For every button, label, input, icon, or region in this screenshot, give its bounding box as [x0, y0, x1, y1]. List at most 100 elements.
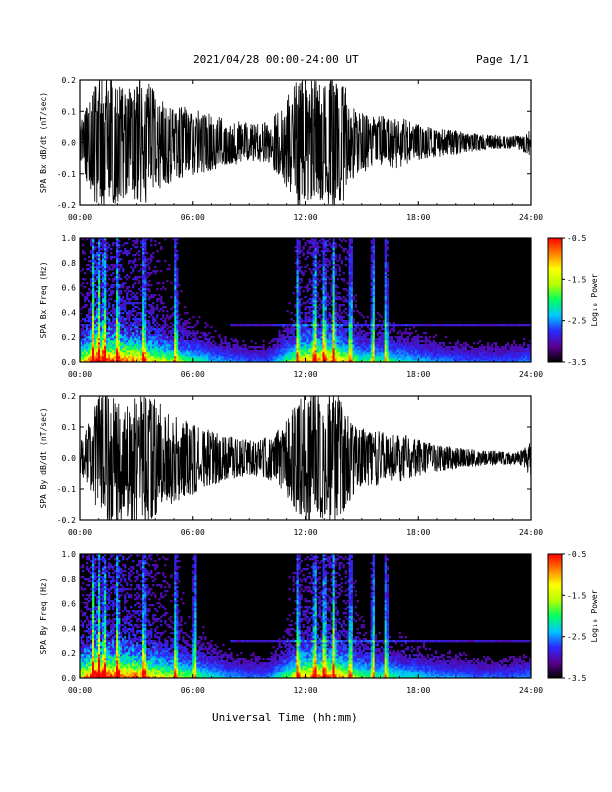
heatmap-cell: [102, 260, 105, 263]
heatmap-cell: [208, 338, 211, 341]
heatmap-cell: [142, 284, 145, 287]
heatmap-cell: [406, 350, 410, 353]
heatmap-cell: [136, 348, 139, 351]
heatmap-cell: [278, 346, 281, 349]
heatmap-cell: [250, 352, 253, 355]
heatmap-cell: [118, 264, 121, 267]
heatmap-cell: [348, 334, 351, 337]
heatmap-cell: [116, 292, 119, 295]
heatmap-cell: [256, 356, 259, 359]
heatmap-cell: [166, 314, 169, 317]
heatmap-cell: [94, 344, 97, 347]
heatmap-cell: [168, 316, 171, 319]
heatmap-cell: [410, 360, 414, 362]
heatmap-cell: [358, 332, 361, 335]
heatmap-cell: [318, 332, 321, 335]
heatmap-cell: [314, 318, 317, 321]
heatmap-cell: [300, 354, 303, 357]
heatmap-cell: [308, 344, 311, 347]
heatmap-cell: [464, 344, 468, 347]
heatmap-cell: [438, 360, 442, 362]
heatmap-cell: [228, 348, 231, 351]
heatmap-cell: [136, 252, 139, 255]
heatmap-cell: [104, 296, 107, 299]
heatmap-cell: [92, 304, 95, 307]
heatmap-cell: [322, 294, 325, 297]
heatmap-cell: [330, 350, 333, 353]
heatmap-cell: [296, 324, 299, 327]
heatmap-cell: [376, 342, 379, 345]
heatmap-cell: [282, 324, 285, 327]
heatmap-cell: [300, 336, 303, 339]
heatmap-cell: [130, 302, 133, 305]
heatmap-cell: [372, 354, 375, 357]
heatmap-cell: [180, 360, 183, 362]
heatmap-cell: [156, 356, 159, 359]
heatmap-cell: [144, 336, 147, 339]
heatmap-cell: [452, 360, 456, 362]
heatmap-cell: [336, 316, 339, 319]
heatmap-cell: [308, 298, 311, 301]
heatmap-cell: [352, 348, 355, 351]
heatmap-cell: [440, 342, 444, 345]
heatmap-cell: [174, 350, 177, 353]
heatmap-cell: [106, 300, 109, 303]
heatmap-cell: [308, 242, 311, 245]
heatmap-cell: [124, 250, 127, 253]
heatmap-cell: [126, 328, 129, 331]
heatmap-cell: [172, 332, 175, 335]
heatmap-cell: [150, 314, 153, 317]
heatmap-cell: [308, 348, 311, 351]
heatmap-cell: [90, 328, 93, 331]
heatmap-cell: [154, 266, 157, 269]
heatmap-cell: [114, 308, 117, 311]
heatmap-cell: [114, 328, 117, 331]
heatmap-cell: [334, 334, 337, 337]
heatmap-cell: [82, 328, 85, 331]
heatmap-cell: [162, 344, 165, 347]
heatmap-cell: [164, 340, 167, 343]
heatmap-cell: [400, 358, 404, 361]
heatmap-cell: [114, 310, 117, 313]
heatmap-cell: [82, 350, 85, 353]
heatmap-cell: [430, 358, 434, 361]
heatmap-cell: [412, 350, 416, 353]
heatmap-cell: [326, 300, 329, 303]
heatmap-cell: [304, 296, 307, 299]
heatmap-cell: [236, 358, 239, 361]
heatmap-cell: [164, 360, 167, 362]
heatmap-cell: [456, 360, 460, 362]
heatmap-cell: [384, 350, 387, 353]
heatmap-cell: [92, 330, 95, 333]
heatmap-cell: [138, 276, 141, 279]
heatmap-cell: [364, 322, 367, 325]
heatmap-cell: [112, 310, 115, 313]
heatmap-cell: [96, 242, 99, 245]
heatmap-cell: [488, 350, 492, 353]
heatmap-cell: [138, 318, 141, 321]
heatmap-cell: [110, 258, 113, 261]
heatmap-cell: [484, 360, 488, 362]
heatmap-cell: [176, 274, 179, 277]
heatmap-cell: [334, 246, 337, 249]
heatmap-cell: [86, 268, 89, 271]
heatmap-cell: [174, 310, 177, 313]
heatmap-cell: [312, 268, 315, 271]
heatmap-cell: [160, 358, 163, 361]
heatmap-cell: [466, 360, 470, 362]
heatmap-cell: [176, 328, 179, 331]
heatmap-cell: [404, 352, 408, 355]
heatmap-cell: [336, 296, 339, 299]
heatmap-cell: [224, 336, 227, 339]
heatmap-cell: [144, 266, 147, 269]
heatmap-cell: [330, 278, 333, 281]
heatmap-cell: [484, 346, 488, 349]
heatmap-cell: [322, 238, 325, 241]
heatmap-cell: [440, 356, 444, 359]
heatmap-cell: [370, 258, 373, 261]
heatmap-cell: [124, 360, 127, 362]
heatmap-cell: [350, 306, 353, 309]
heatmap-cell: [146, 252, 149, 255]
heatmap-cell: [318, 356, 321, 359]
heatmap-cell: [346, 250, 349, 253]
